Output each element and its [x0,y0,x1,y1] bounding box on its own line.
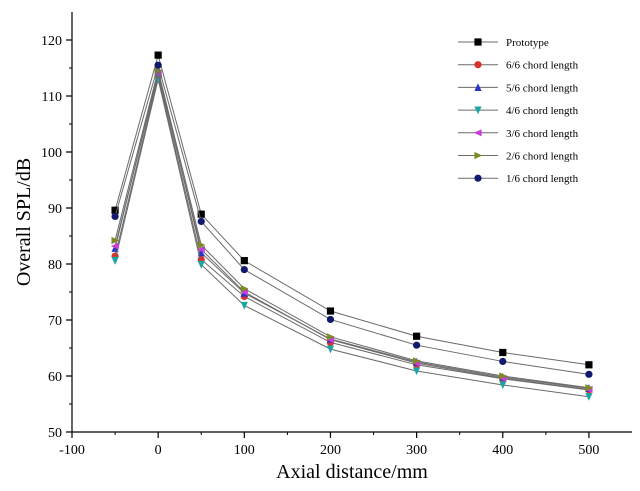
plot-area [71,12,632,433]
legend-marker [474,38,482,46]
x-tick-label: 400 [492,443,513,458]
data-point [197,245,205,254]
y-tick-label: 100 [41,146,62,161]
series-4 [111,75,593,401]
data-point [197,210,205,218]
legend-label: 5/6 chord length [506,82,579,94]
legend-marker [474,61,482,69]
x-tick-label: 200 [320,443,341,458]
legend-label: 3/6 chord length [506,128,579,140]
series-line [114,63,589,375]
x-axis-title: Axial distance/mm [276,461,428,483]
data-point [326,315,335,324]
series-line [114,74,589,390]
x-tick-label: 0 [155,443,162,458]
data-point [240,285,249,293]
legend-marker [474,83,482,91]
data-point [585,393,593,401]
data-point [197,217,205,226]
x-tick-label: 500 [578,443,599,458]
data-point [197,260,205,269]
series-6 [111,66,594,392]
legend-item: 3/6 chord length [458,128,579,140]
data-point [111,244,119,252]
y-tick-label: 120 [41,34,62,49]
x-tick-label: -100 [59,443,85,458]
x-ticks: -100 0 100 200 300 400 500 [59,432,599,458]
legend-label: Prototype [506,37,549,49]
y-tick-label: 90 [48,202,62,217]
series-line [114,71,589,389]
data-point [413,357,421,365]
data-point [111,206,119,214]
data-point [240,266,248,274]
data-point [585,384,594,392]
legend-marker [474,174,482,182]
series-line [114,76,589,391]
legend-item: 4/6 chord length [458,105,579,117]
legend-item: Prototype [458,37,549,49]
y-axis-title: Overall SPL/dB [13,158,35,286]
y-tick-label: 50 [48,426,62,441]
legend-item: 2/6 chord length [458,151,579,163]
data-point [197,248,205,257]
data-point [240,301,248,310]
data-point [499,348,507,357]
series-line [114,70,589,389]
data-point [240,257,248,265]
data-point [240,288,248,296]
legend-marker [473,129,482,137]
data-point [585,370,593,378]
legend: Prototype 6/6 chord length 5/6 chord lengt… [458,37,579,185]
data-point [154,61,162,69]
data-point [197,241,206,249]
y-tick-label: 80 [48,258,62,273]
y-ticks: 50 60 70 80 90 100 110 120 [41,34,72,441]
series-7 [111,61,593,378]
series-line [114,79,589,398]
series-1 [111,51,593,369]
data-point [111,257,119,265]
data-point [413,341,421,349]
data-point [499,357,507,366]
legend-label: 6/6 chord length [506,60,579,72]
legend-label: 4/6 chord length [506,105,579,117]
data-point [326,333,335,341]
data-point [585,361,593,369]
series-layer [110,51,594,401]
legend-item: 1/6 chord length [458,173,579,185]
legend-item: 5/6 chord length [458,82,579,94]
legend-label: 1/6 chord length [506,173,579,185]
x-tick-label: 100 [234,443,255,458]
data-point [413,332,421,340]
y-tick-label: 60 [48,370,62,385]
data-point [110,242,119,250]
y-tick-label: 70 [48,314,62,329]
data-point [111,212,119,220]
data-point [499,381,507,390]
data-point [326,307,335,315]
legend-marker [474,151,483,160]
data-point [499,372,507,380]
data-point [111,236,120,245]
series-line [114,53,589,366]
data-point [154,51,162,59]
data-point [413,367,421,376]
data-point [326,345,335,354]
legend-marker [474,106,482,115]
legend-label: 2/6 chord length [506,151,579,163]
y-tick-label: 110 [42,90,62,105]
x-tick-label: 300 [406,443,427,458]
legend-item: 6/6 chord length [458,60,579,72]
